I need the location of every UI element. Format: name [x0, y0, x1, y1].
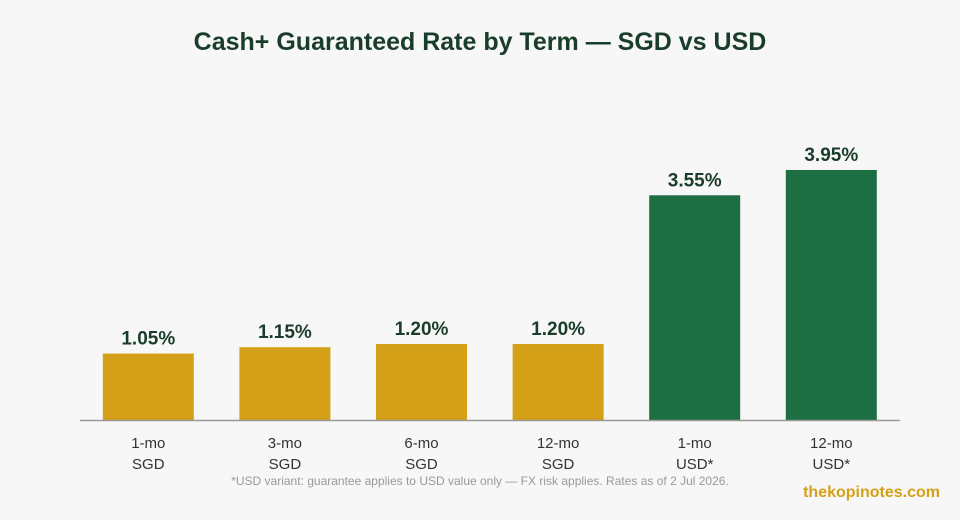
bar	[239, 347, 331, 420]
x-tick-label: USD*	[676, 456, 714, 473]
x-tick-label: 12-mo	[810, 435, 853, 452]
data-label: 3.55%	[668, 170, 722, 191]
brand-watermark: thekopinotes.com	[803, 484, 940, 501]
bar	[376, 344, 467, 420]
bar	[102, 353, 194, 420]
x-tick-label: 1-mo	[131, 435, 165, 452]
data-label: 1.15%	[258, 322, 312, 343]
x-tick-label: 3-mo	[268, 435, 302, 452]
x-tick-label: 6-mo	[404, 435, 438, 452]
footnote: *USD variant: guarantee applies to USD v…	[231, 474, 729, 488]
chart-title: Cash+ Guaranteed Rate by Term — SGD vs U…	[193, 28, 767, 56]
x-tick-label: 1-mo	[678, 435, 712, 452]
data-label: 3.95%	[804, 145, 858, 166]
data-label: 1.20%	[395, 319, 449, 340]
x-tick-label: SGD	[542, 456, 575, 473]
bar	[785, 169, 877, 420]
x-tick-label: SGD	[405, 456, 438, 473]
x-tick-label: 12-mo	[537, 435, 580, 452]
bar	[512, 344, 604, 420]
data-label: 1.05%	[121, 329, 175, 350]
x-tick-label: SGD	[132, 456, 165, 473]
bar	[649, 195, 741, 420]
x-tick-label: SGD	[269, 456, 302, 473]
data-label: 1.20%	[531, 319, 585, 340]
x-tick-label: USD*	[813, 456, 851, 473]
